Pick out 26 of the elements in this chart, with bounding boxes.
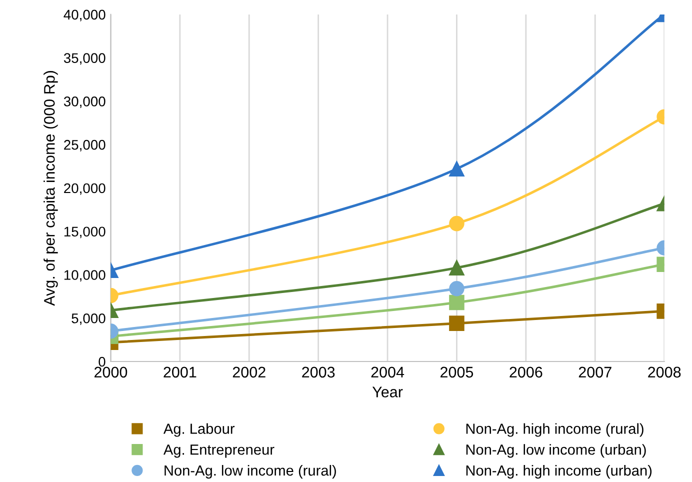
x-tick-label: 2004 [371,366,404,378]
x-tick-label: 2008 [648,366,681,378]
y-tick-label: 10,000 [64,270,106,282]
y-tick-label: 20,000 [64,183,106,195]
x-tick-label: 2006 [510,366,542,378]
legend-label: Non-Ag. high income (urban) [466,464,652,479]
x-tick-label: 2005 [440,366,474,378]
y-tick-label: 5,000 [72,313,106,325]
legend-label: Non-Ag. high income (rural) [466,423,644,437]
y-tick-label: 25,000 [64,140,106,152]
legend-label: Non-Ag. low income (urban) [466,444,646,458]
y-axis-title: Avg. of per capita income (000 Rp) [44,71,58,306]
x-tick-label: 2007 [578,366,612,378]
x-tick-label: 2000 [94,366,128,378]
y-tick-label: 40,000 [64,10,106,22]
legend-label: Ag. Entrepreneur [163,444,274,458]
y-tick-label: 15,000 [64,226,106,238]
legend-label: Ag. Labour [163,423,235,437]
x-tick-label: 2001 [164,366,196,378]
y-tick-label: 35,000 [64,53,106,65]
y-tick-label: 0 [98,356,106,367]
x-axis-title: Year [372,386,403,398]
y-tick-label: 30,000 [64,96,106,108]
x-tick-label: 2002 [232,366,266,378]
x-tick-label: 2003 [302,366,335,378]
legend-label: Non-Ag. low income (rural) [164,464,336,479]
